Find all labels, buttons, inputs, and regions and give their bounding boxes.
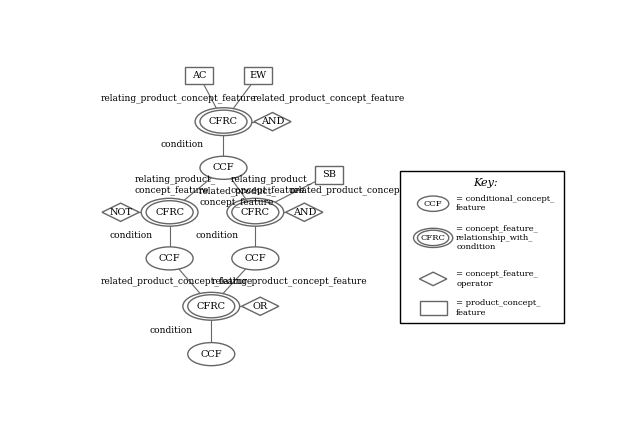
- Text: condition: condition: [150, 326, 193, 335]
- Text: relating_product_concept_feature: relating_product_concept_feature: [101, 93, 257, 103]
- Ellipse shape: [200, 110, 247, 133]
- Ellipse shape: [183, 292, 240, 320]
- Text: = product_concept_
feature: = product_concept_ feature: [456, 299, 540, 317]
- Text: CFRC: CFRC: [197, 302, 226, 311]
- Text: = concept_feature_
relationship_with_
condition: = concept_feature_ relationship_with_ co…: [456, 225, 538, 251]
- Text: OR: OR: [253, 302, 268, 311]
- Text: relating_product_concept_feature: relating_product_concept_feature: [211, 277, 367, 286]
- Text: CCF: CCF: [200, 349, 222, 359]
- Text: = concept_feature_
operator: = concept_feature_ operator: [456, 270, 538, 288]
- Bar: [400, 171, 564, 323]
- Text: Key:: Key:: [473, 178, 497, 188]
- Bar: [243, 67, 272, 84]
- Polygon shape: [241, 297, 279, 315]
- Ellipse shape: [413, 228, 453, 247]
- Polygon shape: [102, 203, 139, 222]
- Ellipse shape: [195, 108, 252, 135]
- Text: CCF: CCF: [159, 254, 180, 263]
- Bar: [315, 166, 343, 183]
- Text: relating_product_
concept_feature: relating_product_ concept_feature: [231, 174, 312, 195]
- Text: EW: EW: [249, 71, 266, 80]
- Text: SB: SB: [322, 170, 336, 179]
- Text: related_product_concept_feature: related_product_concept_feature: [253, 93, 405, 103]
- Bar: [185, 67, 213, 84]
- Text: AND: AND: [261, 117, 284, 126]
- Text: condition: condition: [109, 231, 152, 240]
- Text: relating_product_
concept_feature: relating_product_ concept_feature: [135, 174, 216, 195]
- Text: condition: condition: [195, 231, 238, 240]
- Text: AND: AND: [293, 208, 316, 217]
- Text: CFRC: CFRC: [241, 208, 270, 217]
- Text: CFRC: CFRC: [155, 208, 184, 217]
- Ellipse shape: [146, 201, 193, 224]
- Ellipse shape: [418, 230, 449, 246]
- Ellipse shape: [188, 295, 234, 318]
- Text: NOT: NOT: [109, 208, 132, 217]
- Text: = conditional_concept_
feature: = conditional_concept_ feature: [456, 195, 554, 212]
- Polygon shape: [420, 272, 447, 285]
- Text: CFRC: CFRC: [421, 234, 446, 242]
- Ellipse shape: [188, 343, 234, 366]
- Text: CCF: CCF: [424, 200, 442, 208]
- Text: CFRC: CFRC: [209, 117, 238, 126]
- Ellipse shape: [232, 247, 279, 270]
- Text: related_product_concept_feature: related_product_concept_feature: [101, 277, 253, 286]
- Text: condition: condition: [161, 140, 204, 149]
- Text: CCF: CCF: [213, 163, 234, 172]
- Ellipse shape: [418, 196, 449, 211]
- Ellipse shape: [200, 156, 247, 179]
- Polygon shape: [254, 112, 291, 131]
- Text: CCF: CCF: [245, 254, 266, 263]
- Text: related_product_concept_feature: related_product_concept_feature: [289, 185, 442, 195]
- Polygon shape: [286, 203, 323, 222]
- Text: AC: AC: [192, 71, 206, 80]
- Ellipse shape: [232, 201, 279, 224]
- Ellipse shape: [141, 198, 198, 226]
- Ellipse shape: [146, 247, 193, 270]
- Ellipse shape: [227, 198, 284, 226]
- Bar: [420, 301, 447, 315]
- Text: related_product_
concept_feature: related_product_ concept_feature: [199, 186, 277, 207]
